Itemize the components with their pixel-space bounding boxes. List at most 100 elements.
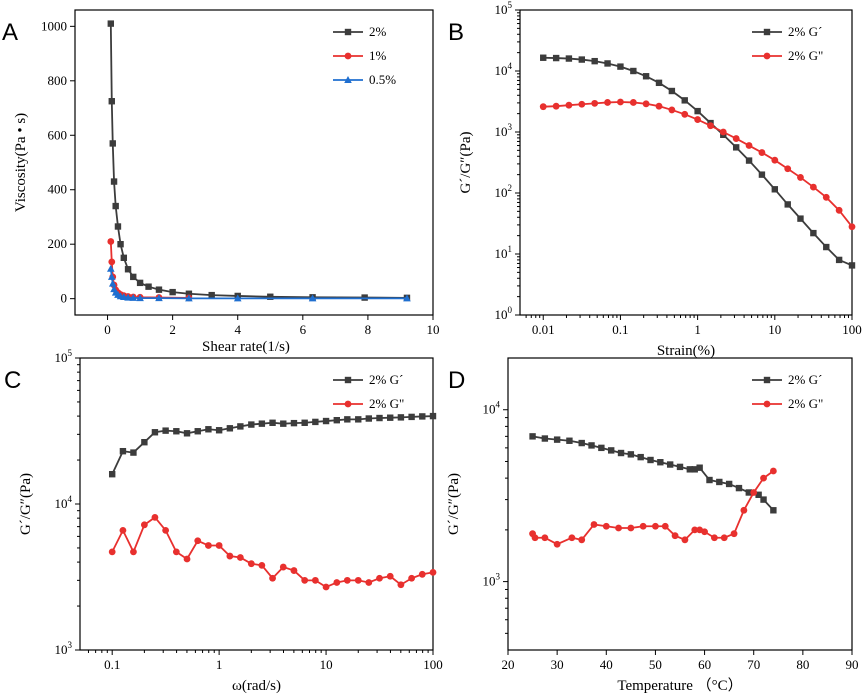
data-point <box>706 476 713 484</box>
series-2 <box>107 264 411 302</box>
data-point <box>668 106 676 114</box>
data-point <box>418 570 426 578</box>
data-point <box>124 293 132 301</box>
panel-letter: D <box>448 367 465 394</box>
x-tick-label: 100 <box>842 322 862 337</box>
series-1 <box>108 513 437 591</box>
x-tick-label: 20 <box>502 657 515 672</box>
data-point <box>771 156 779 164</box>
data-point <box>655 102 663 110</box>
data-point <box>740 506 748 514</box>
data-point <box>397 414 405 421</box>
panel-letter: C <box>4 367 21 394</box>
data-point <box>172 548 180 556</box>
data-point <box>719 128 727 136</box>
data-point <box>155 286 163 293</box>
data-point <box>173 428 180 435</box>
data-point <box>809 183 817 191</box>
data-point <box>248 421 255 428</box>
data-point <box>848 262 856 269</box>
legend: 2% 1% 0.5% <box>333 24 396 87</box>
data-point <box>112 202 119 210</box>
data-point <box>763 28 771 36</box>
data-point <box>290 567 298 574</box>
data-point <box>552 102 560 110</box>
data-point <box>151 513 159 521</box>
data-point <box>552 54 560 62</box>
data-point <box>301 576 309 584</box>
data-point <box>652 522 659 530</box>
data-point <box>258 561 266 569</box>
data-point <box>694 107 701 115</box>
data-point <box>565 101 573 109</box>
data-point <box>602 522 610 530</box>
legend: 2% G´ 2% G" <box>752 372 823 411</box>
y-tick-label: 800 <box>48 73 68 88</box>
data-point <box>541 534 549 542</box>
data-point <box>732 144 740 151</box>
data-point <box>745 489 752 496</box>
data-point <box>365 415 373 422</box>
data-point <box>566 437 573 444</box>
data-point <box>681 97 688 104</box>
data-point <box>591 99 599 107</box>
data-point <box>760 474 767 482</box>
series-line <box>109 23 407 299</box>
legend: 2% G´ 2% G" <box>752 24 823 63</box>
legend-label: 1% <box>369 48 387 63</box>
data-point <box>629 99 637 106</box>
data-point <box>236 554 244 561</box>
data-point <box>617 449 625 457</box>
data-point <box>676 463 684 471</box>
data-point <box>237 423 244 430</box>
data-point <box>141 439 148 446</box>
data-point <box>129 293 138 301</box>
y-tick-label: 200 <box>48 236 68 251</box>
data-point <box>124 266 132 273</box>
x-tick-label: 0.1 <box>104 657 120 672</box>
data-point <box>136 294 144 302</box>
data-point <box>810 229 817 237</box>
data-point <box>355 416 362 423</box>
data-point <box>707 122 714 130</box>
chart-panel-d: D 20 30 40 50 60 70 80 90 103 104 Temperature （°C） G… <box>446 357 859 694</box>
data-point <box>730 530 738 538</box>
data-point <box>162 427 169 434</box>
data-point <box>226 552 234 560</box>
data-point <box>344 400 352 408</box>
data-point <box>322 583 330 591</box>
data-point <box>668 87 676 95</box>
data-point <box>681 536 689 544</box>
data-point <box>642 73 650 80</box>
data-point <box>130 548 137 556</box>
data-point <box>745 142 753 149</box>
legend-label: 2% G" <box>788 48 823 63</box>
data-point <box>681 110 689 118</box>
series-line <box>532 435 775 511</box>
data-point <box>784 165 792 173</box>
data-point <box>419 413 426 420</box>
data-point <box>696 464 703 471</box>
data-point <box>541 435 549 442</box>
data-point <box>578 56 586 63</box>
data-point <box>269 574 276 582</box>
data-point <box>215 542 223 549</box>
data-point <box>769 467 777 475</box>
data-point <box>784 201 791 208</box>
data-point <box>755 491 762 498</box>
data-point <box>130 449 137 456</box>
data-point <box>604 60 611 67</box>
data-point <box>183 555 191 563</box>
x-tick-label: 10 <box>427 322 440 337</box>
x-tick-label: 50 <box>649 657 662 672</box>
data-point <box>386 572 394 580</box>
data-point <box>750 489 758 496</box>
data-point <box>590 521 598 528</box>
x-tick-label: 80 <box>796 657 809 672</box>
data-point <box>848 223 856 231</box>
data-point <box>108 548 116 556</box>
data-point <box>344 28 352 36</box>
data-point <box>657 459 664 466</box>
x-tick-label: 100 <box>423 657 443 672</box>
data-point <box>333 416 340 424</box>
